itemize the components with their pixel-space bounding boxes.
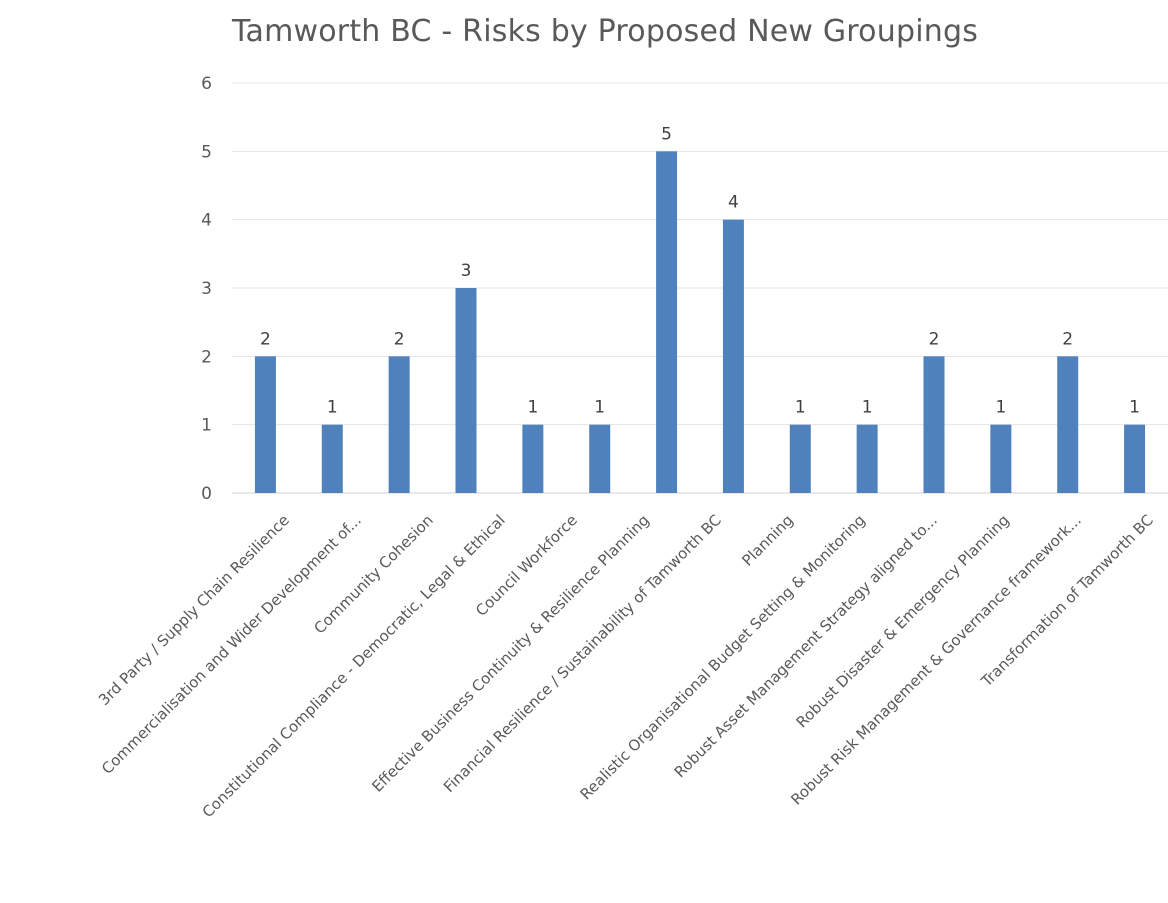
- bar: [388, 356, 410, 493]
- data-label: 3: [461, 261, 472, 281]
- y-tick-label: 0: [201, 484, 212, 504]
- x-tick-label: Commercialisation and Wider Development …: [98, 511, 365, 778]
- chart-title: Tamworth BC - Risks by Proposed New Grou…: [231, 14, 979, 49]
- data-label: 1: [995, 398, 1006, 418]
- bar: [254, 356, 276, 493]
- bar: [722, 219, 744, 493]
- data-label: 1: [594, 398, 605, 418]
- data-label: 2: [1062, 329, 1073, 349]
- x-tick-label: Planning: [738, 511, 796, 569]
- bar: [1124, 424, 1146, 493]
- bar: [1057, 356, 1079, 493]
- data-label: 2: [929, 329, 940, 349]
- y-tick-label: 4: [201, 211, 212, 231]
- x-tick-label: Community Cohesion: [311, 511, 437, 637]
- y-axis-ticks: 0 1 2 3 4 5 6: [201, 74, 212, 504]
- data-label: 2: [394, 329, 405, 349]
- x-tick-label: Financial Resilience / Sustainability of…: [440, 511, 725, 796]
- bar: [789, 424, 811, 493]
- bar: [856, 424, 878, 493]
- y-tick-label: 5: [201, 142, 212, 162]
- x-tick-label: Robust Asset Management Strategy aligned…: [671, 511, 941, 781]
- y-tick-label: 1: [201, 416, 212, 436]
- bars: [254, 151, 1146, 494]
- x-axis-ticks: 3rd Party / Supply Chain ResilienceComme…: [95, 511, 1157, 821]
- data-label: 5: [661, 124, 672, 144]
- data-label: 1: [795, 398, 806, 418]
- data-label: 1: [527, 398, 538, 418]
- bar: [923, 356, 945, 493]
- data-label: 4: [728, 193, 739, 213]
- data-label: 1: [1129, 398, 1140, 418]
- bar: [522, 424, 544, 493]
- y-tick-label: 6: [201, 74, 212, 94]
- bar: [455, 288, 477, 493]
- gridlines: [232, 82, 1168, 494]
- y-tick-label: 2: [201, 347, 212, 367]
- bar: [321, 424, 343, 493]
- bar: [589, 424, 611, 493]
- data-labels: 2 1 2 3 1 1 5 4 1 1 2 1 2 1: [260, 124, 1140, 417]
- data-label: 1: [862, 398, 873, 418]
- x-tick-label: Effective Business Continuity & Resilien…: [368, 511, 653, 796]
- bar: [656, 151, 678, 494]
- y-tick-label: 3: [201, 279, 212, 299]
- data-label: 2: [260, 329, 271, 349]
- data-label: 1: [327, 398, 338, 418]
- bar: [990, 424, 1012, 493]
